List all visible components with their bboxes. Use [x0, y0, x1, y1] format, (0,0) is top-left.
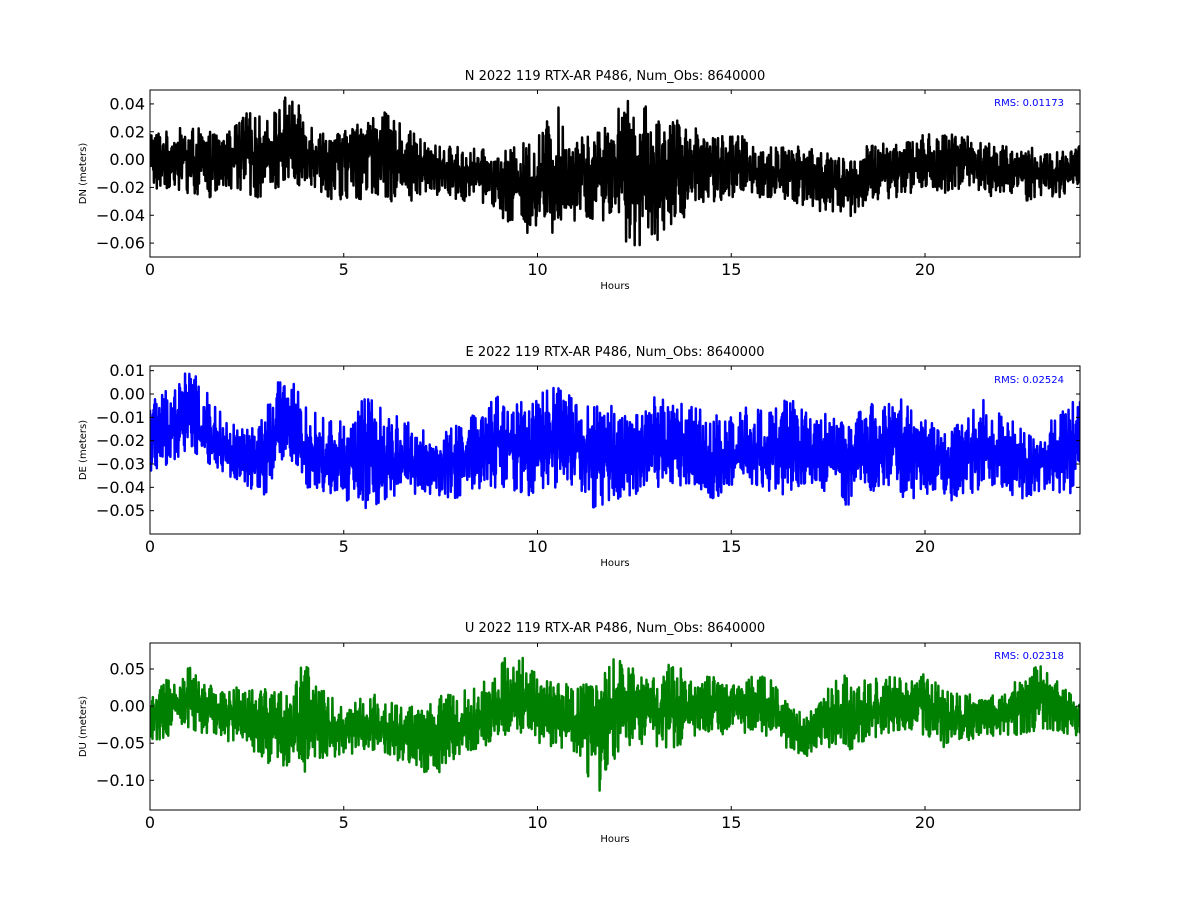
y-tick-label: −0.02 [96, 431, 145, 450]
y-tick-label: 0.00 [109, 150, 145, 169]
x-tick-label: 0 [145, 260, 155, 279]
x-tick-label: 15 [721, 813, 741, 832]
axes-frame [149, 89, 1081, 258]
x-tick-label: 0 [145, 537, 155, 556]
series-line [150, 372, 1080, 510]
y-tick-label: −0.10 [96, 771, 145, 790]
x-tick-label: 15 [721, 260, 741, 279]
x-tick-label: 10 [527, 260, 547, 279]
y-tick-label: −0.05 [96, 734, 145, 753]
x-tick-label: 20 [915, 813, 935, 832]
x-tick-label: 20 [915, 537, 935, 556]
y-tick-label: −0.06 [96, 234, 145, 253]
y-axis-label: DE (meters) [78, 420, 89, 480]
panel-east: E 2022 119 RTX-AR P486, Num_Obs: 8640000… [78, 345, 1081, 569]
y-tick-label: 0.01 [109, 361, 145, 380]
y-tick-label: 0.00 [109, 385, 145, 404]
tick-layer: 0 5 10 15 20 −0.05 −0.04 −0.03 −0.02 −0.01 0.00 0.0… [96, 361, 1080, 556]
x-tick-label: 5 [339, 813, 349, 832]
y-tick-label: 0.05 [109, 659, 145, 678]
y-axis-label: DU (meters) [78, 696, 89, 757]
panel-north: N 2022 119 RTX-AR P486, Num_Obs: 8640000… [78, 69, 1081, 292]
y-tick-label: −0.05 [96, 501, 145, 520]
x-tick-label: 10 [527, 813, 547, 832]
y-tick-label: −0.03 [96, 455, 145, 474]
rms-annotation: RMS: 0.01173 [994, 98, 1064, 109]
x-tick-label: 5 [339, 537, 349, 556]
series-line [150, 96, 1080, 247]
x-axis-label: Hours [600, 281, 629, 292]
x-tick-label: 0 [145, 813, 155, 832]
axes-frame [149, 365, 1081, 535]
panel-title: U 2022 119 RTX-AR P486, Num_Obs: 8640000 [465, 621, 765, 636]
tick-layer: 0 5 10 15 20 −0.10 −0.05 0.00 0.05 [96, 643, 1080, 832]
x-axis-label: Hours [600, 834, 629, 845]
rms-annotation: RMS: 0.02318 [994, 651, 1064, 662]
panel-title: E 2022 119 RTX-AR P486, Num_Obs: 8640000 [466, 345, 765, 360]
panel-title: N 2022 119 RTX-AR P486, Num_Obs: 8640000 [465, 69, 765, 84]
y-tick-label: 0.04 [109, 94, 145, 113]
y-axis-label: DN (meters) [78, 143, 89, 205]
y-tick-label: 0.02 [109, 122, 145, 141]
tick-layer: 0 5 10 15 20 −0.06 −0.04 −0.02 0.00 0.02 0.04 [96, 90, 1080, 279]
data-layer [150, 656, 1080, 792]
y-tick-label: 0.00 [109, 697, 145, 716]
x-tick-label: 5 [339, 260, 349, 279]
panel-up: U 2022 119 RTX-AR P486, Num_Obs: 8640000… [78, 621, 1081, 845]
rms-annotation: RMS: 0.02524 [994, 375, 1064, 386]
x-tick-label: 15 [721, 537, 741, 556]
axes-frame [149, 642, 1081, 811]
y-tick-label: −0.01 [96, 408, 145, 427]
x-axis-label: Hours [600, 558, 629, 569]
series-line [150, 656, 1080, 792]
x-tick-label: 20 [915, 260, 935, 279]
y-tick-label: −0.04 [96, 206, 145, 225]
data-layer [150, 372, 1080, 510]
data-layer [150, 96, 1080, 247]
y-tick-label: −0.02 [96, 178, 145, 197]
x-tick-label: 10 [527, 537, 547, 556]
y-tick-label: −0.04 [96, 478, 145, 497]
